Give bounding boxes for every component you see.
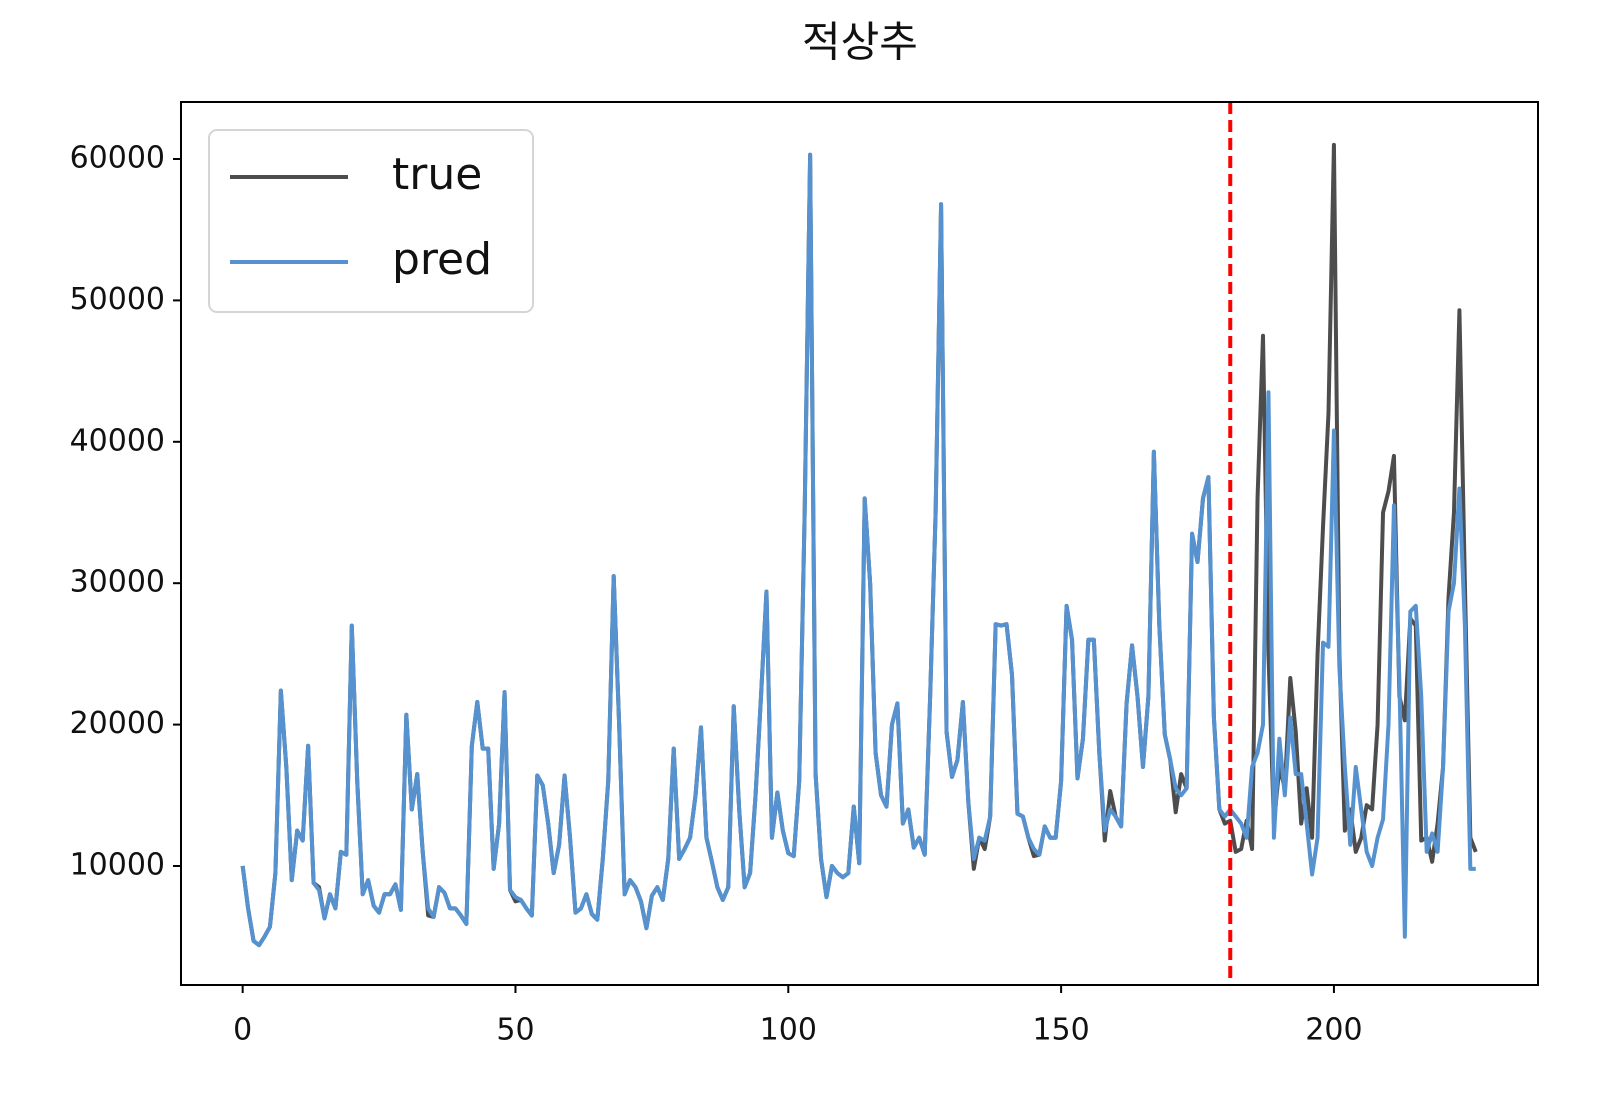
legend-label: pred <box>392 234 492 285</box>
y-tick-label: 20000 <box>70 706 165 741</box>
x-tick-label: 100 <box>760 1013 817 1048</box>
x-tick-label: 0 <box>233 1013 252 1048</box>
x-tick-label: 150 <box>1032 1013 1089 1048</box>
y-tick-label: 30000 <box>70 565 165 600</box>
y-tick-label: 60000 <box>70 140 165 175</box>
series-line <box>240 152 1476 948</box>
x-tick-label: 50 <box>496 1013 534 1048</box>
legend-label: true <box>392 149 482 200</box>
y-tick-label: 50000 <box>70 282 165 317</box>
y-tick-label: 40000 <box>70 423 165 458</box>
x-tick-label: 200 <box>1305 1013 1362 1048</box>
chart-title: 적상추 <box>802 18 918 67</box>
plot-frame <box>180 101 1539 986</box>
y-tick-label: 10000 <box>70 847 165 882</box>
